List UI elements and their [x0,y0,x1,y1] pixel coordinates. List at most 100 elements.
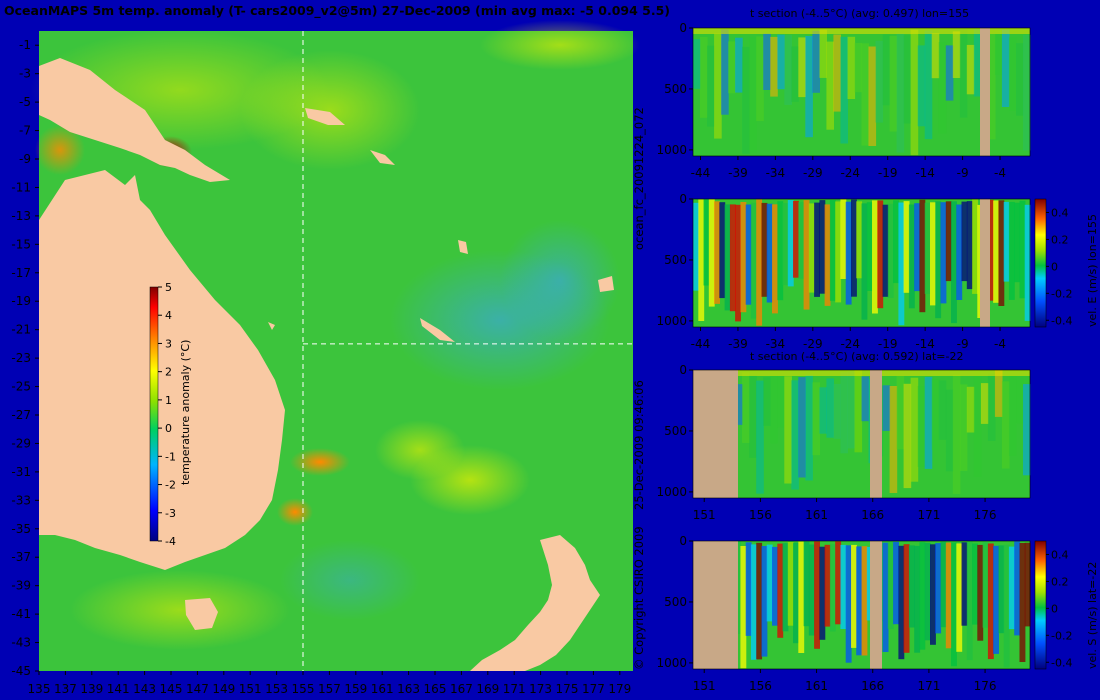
section-x-tick-label: -4 [994,337,1006,351]
section-data-cell [945,542,952,649]
section-data-cell [854,42,863,93]
section-x-tick-label: -19 [878,337,898,351]
section-data-cell [724,204,731,311]
map-y-tick-label: -3 [19,67,31,81]
section-data-cell [814,202,820,297]
map-x-tick-label: 149 [212,682,235,696]
section-data-cell [766,544,773,622]
section-data-cell [903,201,910,293]
section-data-cell [952,374,961,494]
section-data-cell [1016,379,1024,424]
map-colorbar-tick-label: 5 [165,281,172,294]
map-x-tick-label: 165 [424,682,447,696]
section-data-cell [994,370,1003,417]
section-data-cell [698,199,705,321]
section-x-tick-label: 176 [974,679,997,693]
section-data-cell [742,46,750,154]
section-data-cell [980,383,989,424]
section-data-cell [808,544,815,636]
map-y-tick-label: -13 [11,209,31,223]
section-data-cell [966,201,973,290]
section-y-tick-label: 500 [664,595,687,609]
section-data-cell [840,372,848,454]
section-data-cell [930,544,936,645]
section-data-cell [993,200,999,303]
section-x-tick-label: 176 [974,508,997,522]
section-data-cell [782,543,789,632]
section-data-cell [693,39,701,89]
section-data-cell [728,41,736,94]
land-new-guinea [39,58,230,182]
section-x-tick-label: -44 [691,166,711,180]
section-data-cell [856,546,863,656]
section-data-cell [931,33,940,79]
section-data-cell [882,34,891,106]
section-data-cell [1024,542,1031,627]
map-x-tick-label: 177 [582,682,605,696]
map-x-tick-label: 169 [476,682,499,696]
map-colorbar-tick-label: 0 [165,422,172,435]
section-data-cell [935,201,942,319]
map-x-tick-label: 151 [239,682,262,696]
section-data-cell [719,202,726,299]
section-data-cell [919,199,926,313]
section-data-cell [887,541,894,629]
section-x-tick-label: 156 [749,508,772,522]
section-data-cell [851,544,857,648]
section-data-cell [784,35,792,105]
section-data-cell [877,200,884,309]
section-data-cell [693,202,699,291]
section-data-cell [840,199,847,279]
section-data-cell [714,33,722,139]
section-data-cell [787,542,794,626]
section-surface-band [693,28,1030,34]
section-data-cell [1014,202,1021,283]
section-data-cell [740,202,747,313]
section-data-cell [931,378,940,450]
map-x-tick-label: 141 [107,682,130,696]
section-data-cell [763,377,771,426]
section-data-cell [993,545,999,654]
section-x-tick-label: -39 [728,166,748,180]
colorbar-tick-label: 0.4 [1051,206,1069,219]
section-land-mask [693,541,738,669]
section-y-tick-label: 0 [679,363,687,377]
map-y-tick-label: -37 [11,550,31,564]
colorbar-tick-label: 0 [1051,260,1058,273]
section-data-cell [940,202,947,304]
section-data-cell [812,30,820,93]
section-data-cell [835,201,842,303]
section-data-cell [803,200,810,310]
section-data-cell [805,36,813,138]
section-data-cell [756,380,764,494]
section2-colorbar-label: vel. E (m/s) lon=155 [1086,214,1099,327]
section-x-tick-label: -29 [803,166,823,180]
section-data-cell [903,383,912,489]
section-surface-band [693,370,1030,376]
section-data-cell [919,542,926,650]
section-land-mask [870,370,882,498]
section3-title: t section (-4..5°C) (avg: 0.592) lat=-22 [750,350,964,363]
map-y-tick-label: -45 [11,664,31,678]
section-data-cell [987,33,996,140]
section-data-cell [956,543,963,652]
section-data-cell [845,545,852,663]
section-data-cell [938,380,947,440]
section-data-cell [791,380,799,490]
section-data-cell [1003,544,1010,668]
section-data-cell [945,45,954,101]
section-x-tick-label: -39 [728,337,748,351]
colorbar-tick-label: 0.4 [1051,548,1069,561]
section-data-cell [803,541,810,627]
section-data-cell [866,202,873,291]
section-data-cell [861,203,868,320]
section-data-cell [889,35,898,132]
section-x-tick-label: -4 [994,166,1006,180]
section-x-tick-label: -9 [957,337,969,351]
section-data-cell [998,200,1005,306]
map-colorbar-tick-label: 2 [165,366,172,379]
section4-plot: 151 156 161 166 171 176 0 500 1000 0.4 0.2 0 -0.2 -0.… [656,534,1099,693]
section-y-tick-label: 1000 [656,314,687,328]
section-data-cell [889,386,898,493]
section-x-tick-label: 151 [693,679,716,693]
